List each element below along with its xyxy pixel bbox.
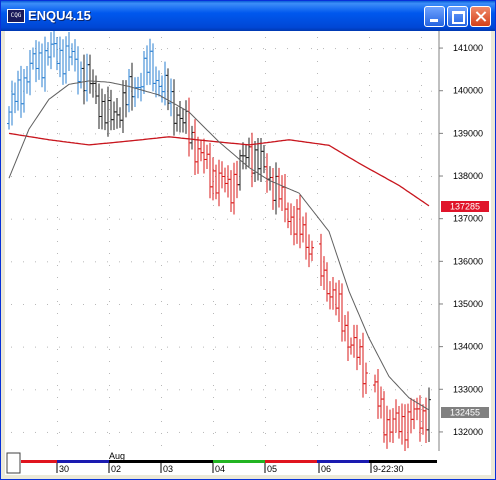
time-tick-label: 02 bbox=[111, 464, 121, 474]
time-tick-label: 06 bbox=[321, 464, 331, 474]
session-segment bbox=[317, 460, 369, 463]
maximize-button[interactable] bbox=[447, 6, 468, 27]
price-tick-label: 137000 bbox=[453, 214, 483, 224]
price-tick-label: 136000 bbox=[453, 256, 483, 266]
ma-value-label: 137285 bbox=[441, 201, 489, 212]
time-axis[interactable]: Aug 30 02 03 04 05 06 9-22:30 bbox=[5, 451, 491, 475]
chart-panel[interactable]: 141000 140000 139000 138000 137000 136000 1350… bbox=[5, 30, 491, 475]
session-segment bbox=[57, 460, 109, 463]
month-label: Aug bbox=[109, 451, 125, 461]
session-segment bbox=[109, 460, 161, 463]
last-price-label: 132455 bbox=[441, 407, 489, 418]
time-labels: 30 02 03 04 05 06 9-22:30 bbox=[56, 463, 404, 474]
price-chart[interactable]: 141000 140000 139000 138000 137000 136000 1350… bbox=[5, 30, 491, 475]
session-segment bbox=[21, 460, 57, 463]
ohlc-bars bbox=[7, 30, 431, 453]
price-tick-label: 141000 bbox=[453, 43, 483, 53]
fast-ma-line bbox=[8, 80, 430, 411]
time-tick-label: 9-22:30 bbox=[373, 464, 404, 474]
time-tick-label: 30 bbox=[59, 464, 69, 474]
session-segment bbox=[161, 460, 213, 463]
grid-dots bbox=[11, 37, 432, 446]
price-tick-label: 138000 bbox=[453, 171, 483, 181]
session-segment bbox=[265, 460, 317, 463]
price-tick-label: 134000 bbox=[453, 342, 483, 352]
ma-value-text: 137285 bbox=[450, 202, 480, 212]
window-title: ENQU4.15 bbox=[28, 8, 91, 23]
time-tick-label: 05 bbox=[267, 464, 277, 474]
price-tick-label: 140000 bbox=[453, 86, 483, 96]
time-tick-label: 04 bbox=[215, 464, 225, 474]
title-bar[interactable]: CQG ENQU4.15 bbox=[1, 1, 495, 31]
minimize-button[interactable] bbox=[424, 6, 445, 27]
time-tick-label: 03 bbox=[163, 464, 173, 474]
cqg-app-icon: CQG bbox=[7, 9, 25, 23]
session-segment bbox=[369, 460, 437, 463]
price-tick-label: 139000 bbox=[453, 128, 483, 138]
last-price-text: 132455 bbox=[450, 408, 480, 418]
price-tick-label: 135000 bbox=[453, 299, 483, 309]
close-button[interactable] bbox=[470, 6, 491, 27]
session-segment bbox=[213, 460, 265, 463]
session-color-strip bbox=[21, 460, 437, 463]
price-tick-label: 133000 bbox=[453, 384, 483, 394]
price-axis: 141000 140000 139000 138000 137000 136000 1350… bbox=[439, 43, 483, 437]
price-tick-label: 132000 bbox=[453, 427, 483, 437]
scroll-box[interactable] bbox=[6, 452, 21, 474]
